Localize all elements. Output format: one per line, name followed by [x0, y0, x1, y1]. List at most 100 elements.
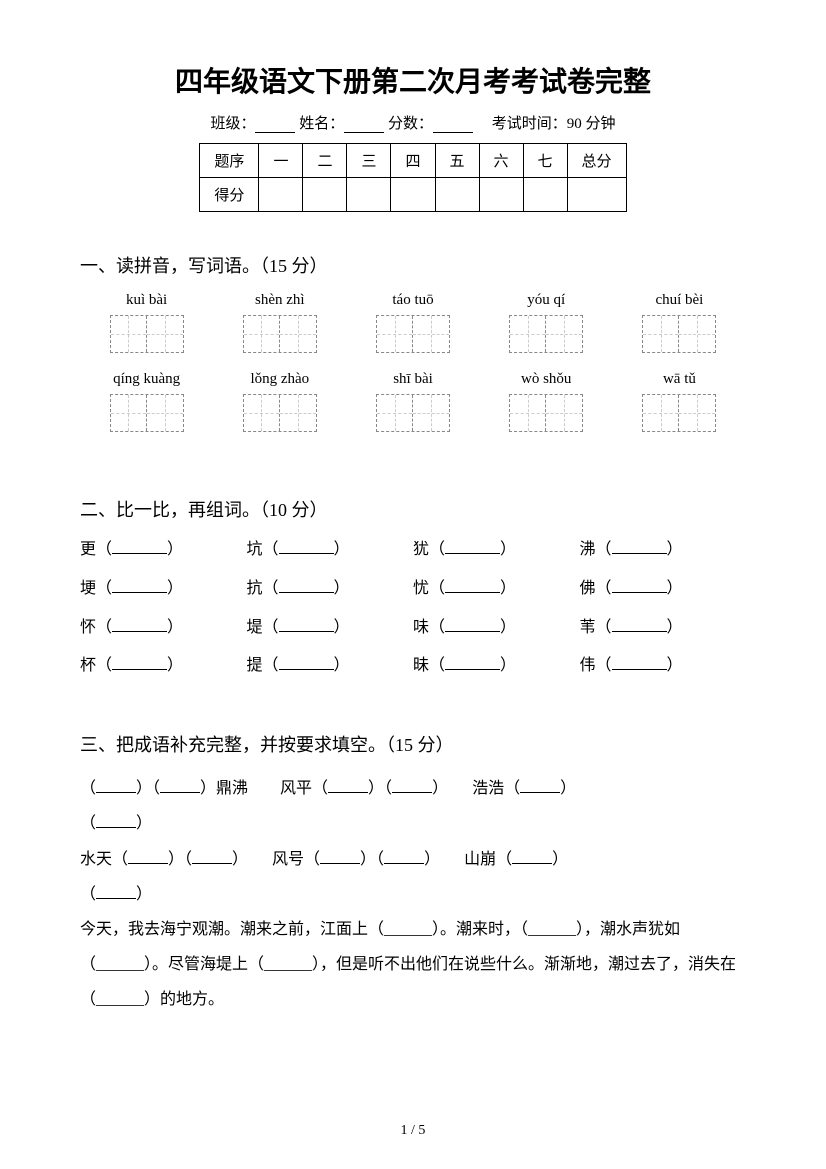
name-blank[interactable] [344, 119, 384, 133]
char-box[interactable] [642, 394, 716, 432]
word-blank[interactable] [279, 618, 334, 632]
idiom-blank[interactable] [96, 885, 136, 899]
score-cell[interactable] [523, 178, 567, 212]
char: 苇 [580, 619, 596, 636]
score-cell[interactable] [435, 178, 479, 212]
score-cell[interactable] [479, 178, 523, 212]
section3-heading: 三、把成语补充完整，并按要求填空。（15 分） [80, 731, 746, 757]
idiom-blank[interactable] [520, 779, 560, 793]
char-box[interactable] [110, 315, 184, 353]
time-label: 考试时间：90 分钟 [492, 116, 616, 132]
pinyin-label: wā tǔ [663, 371, 696, 388]
word-blank[interactable] [279, 579, 334, 593]
idiom-blank[interactable] [392, 779, 432, 793]
char-box[interactable] [243, 315, 317, 353]
idiom-blank[interactable] [320, 850, 360, 864]
char: 堤 [247, 619, 263, 636]
idiom-line-1: （）（）鼎沸 风平（）（） 浩浩（） [80, 771, 746, 806]
char-box[interactable] [376, 315, 450, 353]
pinyin-label: qíng kuàng [113, 371, 180, 388]
word-blank[interactable] [279, 540, 334, 554]
idiom-blank[interactable] [512, 850, 552, 864]
pinyin-label: chuí bèi [655, 292, 703, 309]
score-header-row: 题序 一 二 三 四 五 六 七 总分 [200, 144, 626, 178]
word-blank[interactable] [112, 618, 167, 632]
section2-content: 更（） 坑（） 犹（） 沸（） 埂（） 抗（） 忧（） 佛（） 怀（） 堤（） … [80, 536, 746, 681]
word-blank[interactable] [612, 579, 667, 593]
idiom-line-2: （） [80, 806, 746, 841]
char: 抗 [247, 580, 263, 597]
idiom-blank[interactable] [160, 779, 200, 793]
col-5: 五 [435, 144, 479, 178]
score-cell[interactable] [567, 178, 626, 212]
class-blank[interactable] [255, 119, 295, 133]
word-blank[interactable] [445, 618, 500, 632]
header-info: 班级： 姓名： 分数： 考试时间：90 分钟 [80, 112, 746, 133]
idiom-blank[interactable] [192, 850, 232, 864]
score-blank[interactable] [433, 119, 473, 133]
char: 佛 [580, 580, 596, 597]
score-cell[interactable] [391, 178, 435, 212]
pinyin-label: táo tuō [392, 292, 433, 309]
section1-heading: 一、读拼音，写词语。（15 分） [80, 252, 746, 278]
score-cell[interactable] [303, 178, 347, 212]
char: 沸 [580, 541, 596, 558]
word-blank[interactable] [445, 540, 500, 554]
word-blank[interactable] [612, 540, 667, 554]
word-blank[interactable] [445, 656, 500, 670]
word-blank[interactable] [112, 540, 167, 554]
char: 昧 [413, 657, 429, 674]
word-blank[interactable] [612, 656, 667, 670]
char: 埂 [80, 580, 96, 597]
word-blank[interactable] [112, 579, 167, 593]
char: 怀 [80, 619, 96, 636]
compare-row: 怀（） 堤（） 味（） 苇（） [80, 614, 746, 643]
idiom-blank[interactable] [96, 814, 136, 828]
score-table: 题序 一 二 三 四 五 六 七 总分 得分 [199, 143, 626, 212]
pinyin-row-2: qíng kuàng lǒng zhào shī bài wò shǒu wā … [80, 371, 746, 432]
score-cell[interactable] [347, 178, 391, 212]
page-number: 1 / 5 [0, 1123, 826, 1139]
char-box[interactable] [642, 315, 716, 353]
compare-row: 埂（） 抗（） 忧（） 佛（） [80, 575, 746, 604]
char: 杯 [80, 657, 96, 674]
char: 提 [247, 657, 263, 674]
pinyin-label: shī bài [393, 371, 433, 388]
section1-content: kuì bài shèn zhì táo tuō yóu qí chuí bèi… [80, 292, 746, 432]
idiom-blank[interactable] [384, 850, 424, 864]
char-box[interactable] [110, 394, 184, 432]
idiom-blank[interactable] [328, 779, 368, 793]
char: 犹 [413, 541, 429, 558]
pinyin-label: lǒng zhào [250, 371, 309, 388]
col-1: 一 [259, 144, 303, 178]
char: 味 [413, 619, 429, 636]
pinyin-label: kuì bài [126, 292, 167, 309]
compare-row: 更（） 坑（） 犹（） 沸（） [80, 536, 746, 565]
word-blank[interactable] [279, 656, 334, 670]
char: 更 [80, 541, 96, 558]
col-4: 四 [391, 144, 435, 178]
word-blank[interactable] [112, 656, 167, 670]
char-box[interactable] [509, 394, 583, 432]
char-box[interactable] [509, 315, 583, 353]
word-blank[interactable] [445, 579, 500, 593]
char-box[interactable] [376, 394, 450, 432]
char: 忧 [413, 580, 429, 597]
idiom-blank[interactable] [96, 779, 136, 793]
idiom-line-3: 水天（）（） 风号（）（） 山崩（） [80, 842, 746, 877]
fill-paragraph: 今天，我去海宁观潮。潮来之前，江面上（______）。潮来时，（______），… [80, 912, 746, 1018]
idiom-blank[interactable] [128, 850, 168, 864]
score-cell[interactable] [259, 178, 303, 212]
header-label-cell: 题序 [200, 144, 259, 178]
col-6: 六 [479, 144, 523, 178]
col-3: 三 [347, 144, 391, 178]
page-title: 四年级语文下册第二次月考考试卷完整 [80, 60, 746, 100]
word-blank[interactable] [612, 618, 667, 632]
idiom-line-4: （） [80, 877, 746, 912]
char: 伟 [580, 657, 596, 674]
char-box[interactable] [243, 394, 317, 432]
col-2: 二 [303, 144, 347, 178]
section3-content: （）（）鼎沸 风平（）（） 浩浩（） （） 水天（）（） 风号（）（） 山崩（）… [80, 771, 746, 1017]
pinyin-label: yóu qí [527, 292, 565, 309]
score-label: 分数： [388, 116, 433, 132]
